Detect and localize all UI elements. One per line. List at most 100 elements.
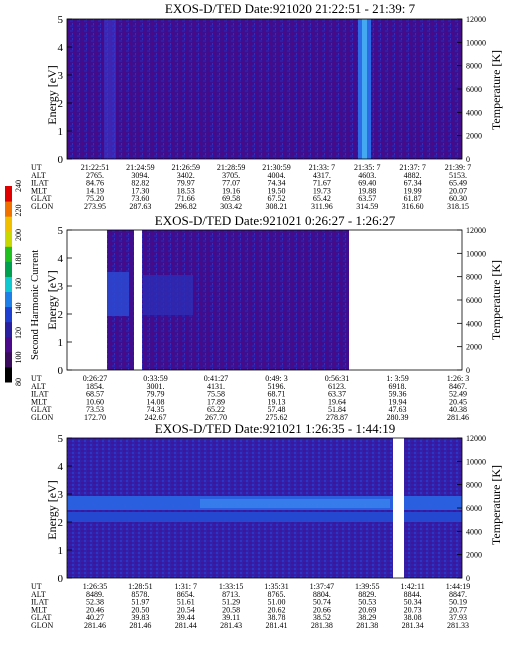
energy-tick-label: 1 (58, 126, 64, 138)
ephemeris-cell: 20.46 (86, 605, 104, 614)
panel-2-gap-a (134, 230, 142, 370)
panel-1-title: EXOS-D/TED Date:921020 21:22:51 - 21:39:… (165, 1, 416, 16)
energy-tick-label: 5 (58, 14, 64, 26)
ephemeris-cell: 19.88 (358, 186, 376, 195)
energy-tick-label: 4 (58, 461, 64, 473)
ephemeris-cell: 20.62 (268, 605, 286, 614)
energy-tick-label: 1 (58, 337, 64, 349)
colorbar-tick-label: 120 (14, 327, 23, 339)
energy-tick-label: 3 (58, 281, 64, 293)
ephemeris-cell: 3402. (177, 171, 195, 180)
ephemeris-cell: 8489. (86, 590, 104, 599)
colorbar-swatch-3 (5, 321, 12, 338)
ephemeris-cell: 4131. (207, 382, 225, 391)
colorbar-title: Second Harmonic Current (30, 250, 41, 360)
ephemeris-cell: 19.16 (222, 186, 240, 195)
ephemeris-cell: 65.22 (207, 405, 225, 414)
ephemeris-cell: 19.94 (389, 397, 407, 406)
ephemeris-cell: 38.52 (313, 613, 331, 622)
ephemeris-cell: 39.11 (222, 613, 240, 622)
temperature-tick-label: 0 (466, 155, 470, 164)
ephemeris-cell: 61.87 (404, 194, 422, 203)
ephemeris-cell: 74.34 (268, 179, 286, 188)
panel-1: EXOS-D/TED Date:921020 21:22:51 - 21:39:… (45, 1, 503, 166)
panel-1-stripe-core (362, 19, 367, 159)
ephemeris-cell: 19.50 (268, 186, 286, 195)
ephemeris-row-label: ILAT (31, 390, 48, 399)
ephemeris-cell: 63.57 (358, 194, 376, 203)
temperature-tick-label: 12000 (466, 434, 486, 443)
colorbar-tick-label: 220 (14, 205, 23, 217)
energy-tick-label: 3 (58, 70, 64, 82)
ephemeris-cell: 20.07 (449, 186, 467, 195)
colorbar-tick-label: 160 (14, 278, 23, 290)
panel-2-y2label: Temperature [K] (489, 260, 503, 340)
ephemeris-cell: 311.96 (311, 202, 333, 211)
ephemeris-cell: 17.30 (131, 186, 149, 195)
ephemeris-cell: 281.46 (84, 621, 106, 630)
ephemeris-cell: 21:24:59 (126, 163, 154, 172)
ephemeris-cell: 84.76 (86, 179, 104, 188)
ephemeris-cell: 0:49: 3 (265, 374, 287, 383)
ephemeris-row-label: GLON (31, 202, 53, 211)
ephemeris-cell: 1: 3:59 (386, 374, 408, 383)
ephemeris-cell: 21:28:59 (217, 163, 245, 172)
ephemeris-cell: 1:26: 3 (447, 374, 469, 383)
ephemeris-cell: 281.34 (402, 621, 424, 630)
ephemeris-cell: 287.63 (129, 202, 151, 211)
colorbar-ticks: 80 100 120 140 160 180 200 220 240 (14, 180, 23, 386)
colorbar-swatch-10 (5, 216, 12, 232)
colorbar-tick-label: 80 (14, 378, 23, 386)
ephemeris-cell: 281.44 (175, 621, 197, 630)
ephemeris-cell: 1:33:15 (219, 582, 243, 591)
ephemeris-cell: 20.73 (404, 605, 422, 614)
ephemeris-cell: 296.82 (175, 202, 197, 211)
ephemeris-cell: 8578. (131, 590, 149, 599)
panel-2-ylabel: Energy [eV] (45, 270, 59, 329)
ephemeris-cell: 21:30:59 (262, 163, 290, 172)
ephemeris-cell: 51.00 (268, 598, 286, 607)
ephemeris-cell: 10.60 (86, 397, 104, 406)
ephemeris-cell: 20.58 (222, 605, 240, 614)
panel-3-y2label: Temperature [K] (489, 465, 503, 545)
ephemeris-cell: 8844. (404, 590, 422, 599)
ephemeris-cell: 4882. (404, 171, 422, 180)
temperature-tick-label: 8000 (466, 273, 482, 282)
temperature-tick-label: 6000 (466, 85, 482, 94)
ephemeris-cell: 0:41:27 (204, 374, 228, 383)
ephemeris-cell: 14.19 (86, 186, 104, 195)
ephemeris-cell: 69.40 (358, 179, 376, 188)
ephemeris-cell: 38.29 (358, 613, 376, 622)
temperature-tick-label: 4000 (466, 527, 482, 536)
ephemeris-cell: 75.58 (207, 390, 225, 399)
ephemeris-cell: 40.27 (86, 613, 104, 622)
ephemeris-cell: 68.57 (86, 390, 104, 399)
energy-tick-label: 4 (58, 253, 64, 265)
ephemeris-cell: 21:39: 7 (445, 163, 471, 172)
ephemeris-cell: 37.93 (449, 613, 467, 622)
ephemeris-cell: 281.41 (266, 621, 288, 630)
colorbar: 80 100 120 140 160 180 200 220 240 Second Harmon… (5, 180, 41, 386)
ephemeris-cell: 8467. (449, 382, 467, 391)
ephemeris-cell: 18.53 (177, 186, 195, 195)
colorbar-swatch-11 (5, 201, 12, 217)
ephemeris-cell: 71.66 (177, 194, 195, 203)
ephemeris-cell: 281.43 (220, 621, 242, 630)
colorbar-tick-label: 240 (14, 180, 23, 192)
colorbar-swatch-8 (5, 246, 12, 262)
ephemeris-cell: 3705. (222, 171, 240, 180)
temperature-tick-label: 6000 (466, 504, 482, 513)
ephemeris-cell: 52.38 (86, 598, 104, 607)
ephemeris-cell: 38.78 (268, 613, 286, 622)
ephemeris-cell: 52.49 (449, 390, 467, 399)
energy-tick-label: 0 (58, 365, 64, 377)
colorbar-swatches (5, 186, 12, 383)
ephemeris-row-label: ILAT (31, 179, 48, 188)
ephemeris-row-label: MLT (31, 605, 47, 614)
ephemeris-cell: 1:37:47 (310, 582, 334, 591)
ephemeris-cell: 21:22:51 (81, 163, 109, 172)
ephemeris-cell: 79.79 (147, 390, 165, 399)
temperature-tick-label: 10000 (466, 457, 486, 466)
panel-1-y2label: Temperature [K] (489, 50, 503, 130)
